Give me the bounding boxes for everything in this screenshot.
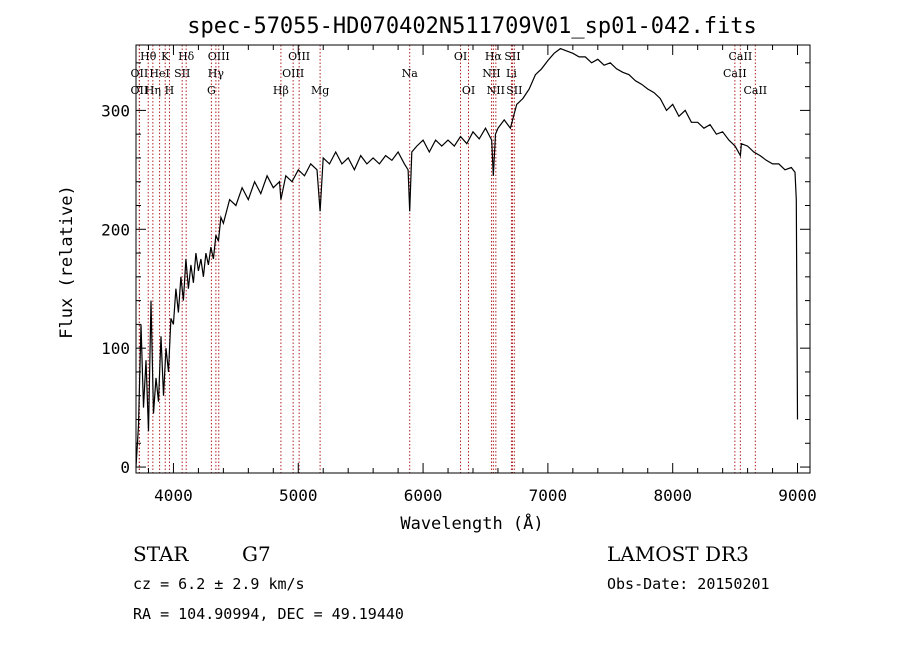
line-marker-label-25: CaII [729, 50, 753, 63]
y-tick-label: 0 [120, 458, 130, 477]
line-marker-label-16: Na [402, 67, 419, 80]
line-marker-label-15: Mg [311, 84, 329, 97]
line-marker-label-5: SII [174, 67, 190, 80]
line-marker-label-23: NII [487, 84, 505, 97]
survey-name: LAMOST DR3 [607, 542, 749, 566]
line-marker-label-24: SII [506, 84, 522, 97]
coordinates: RA = 104.90994, DEC = 49.19440 [133, 605, 404, 623]
line-marker-label-7: Hη [145, 84, 161, 97]
line-marker-label-19: Hα [485, 50, 503, 63]
observation-date: Obs-Date: 20150201 [607, 575, 770, 593]
line-marker-label-3: OII [131, 67, 149, 80]
y-tick-label: 200 [101, 220, 130, 239]
chart-title: spec-57055-HD070402N511709V01_sp01-042.f… [187, 14, 757, 39]
x-tick-label: 6000 [404, 486, 443, 505]
line-marker-label-8: H [165, 84, 175, 97]
line-marker-label-22: Li [506, 67, 517, 80]
line-marker-label-17: OI [454, 50, 467, 63]
line-marker-label-6: OII [131, 84, 149, 97]
redshift-readout: cz = 6.2 ± 2.9 km/s [133, 575, 305, 593]
y-tick-label: 300 [101, 101, 130, 120]
x-axis-ticks: 4000 5000 6000 7000 8000 9000 [147, 45, 817, 505]
line-marker-label-12: Hβ [273, 84, 289, 97]
line-marker-label-1: K [161, 50, 170, 63]
line-marker-label-10: Hγ [208, 67, 225, 80]
line-marker-label-11: G [207, 84, 216, 97]
x-tick-label: 7000 [529, 486, 568, 505]
spectrum-line [135, 47, 799, 468]
line-marker-label-14: OIII [282, 67, 304, 80]
y-axis-label: Flux (relative) [57, 185, 77, 339]
x-tick-label: 4000 [154, 486, 193, 505]
y-tick-label: 100 [101, 339, 130, 358]
line-marker-label-27: CaII [743, 84, 767, 97]
line-marker-label-18: OI [462, 84, 475, 97]
x-axis-label: Wavelength (Å) [400, 512, 543, 534]
line-marker-label-9: OIII [208, 50, 230, 63]
line-marker-label-4: HeI [149, 67, 169, 80]
line-markers [138, 45, 756, 473]
line-marker-label-2: Hδ [178, 50, 195, 63]
subclass: G7 [242, 542, 271, 566]
x-tick-label: 5000 [279, 486, 318, 505]
object-class: STAR [133, 542, 189, 566]
line-marker-label-20: SII [504, 50, 520, 63]
line-marker-label-26: CaII [723, 67, 747, 80]
x-tick-label: 8000 [653, 486, 692, 505]
line-marker-label-13: OIII [288, 50, 310, 63]
plot-frame [135, 44, 811, 474]
x-tick-label: 9000 [778, 486, 817, 505]
line-marker-label-0: Hθ [140, 50, 157, 63]
y-axis-ticks: 0 100 200 300 [101, 62, 810, 477]
line-marker-label-21: NII [482, 67, 500, 80]
